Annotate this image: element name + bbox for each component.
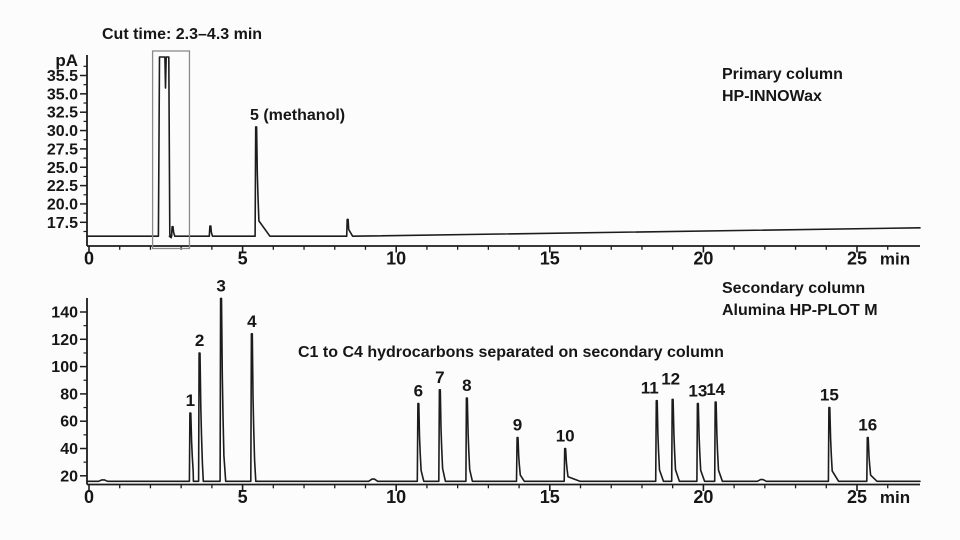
x-tick-label: 5 (238, 487, 248, 507)
x-axis-unit-min: min (880, 488, 910, 507)
peak-number-label: 6 (414, 381, 423, 400)
cut-time-window-box (151, 50, 191, 250)
y-axis-unit-pa: pA (55, 51, 78, 70)
x-tick-label: 20 (693, 249, 713, 269)
peak-number-label: 4 (247, 312, 257, 331)
peak-number-label: 1 (186, 391, 195, 410)
x-tick-label: 25 (847, 487, 867, 507)
cut-time-annotation: Cut time: 2.3–4.3 min (102, 26, 263, 43)
y-tick-label: 32.5 (47, 105, 78, 122)
peak-number-label: 9 (513, 416, 522, 435)
y-tick-label: 40 (60, 441, 78, 458)
y-tick-label: 20.0 (47, 196, 78, 213)
y-tick-label: 35.0 (47, 86, 78, 103)
secondary-trace (86, 297, 921, 483)
peak-number-label: 7 (435, 368, 444, 387)
peak-number-label: 12 (661, 369, 680, 388)
x-tick-label: 15 (540, 487, 560, 507)
y-tick-label: 120 (51, 332, 78, 349)
peak-number-label: 11 (641, 379, 659, 398)
hydrocarbons-annotation: C1 to C4 hydrocarbons separated on secon… (298, 344, 724, 361)
x-tick-label: 10 (386, 249, 406, 269)
peak-number-label: 14 (706, 380, 725, 399)
x-tick-label: 0 (84, 487, 94, 507)
y-tick-label: 17.5 (47, 215, 78, 232)
peak-number-label: 8 (462, 376, 471, 395)
y-tick-label: 100 (51, 359, 78, 376)
y-tick-label: 22.5 (47, 178, 78, 195)
peak-number-label: 10 (556, 427, 575, 446)
y-tick-label: 35.5 (47, 68, 78, 85)
primary-title-line2: HP-INNOWax (722, 88, 822, 105)
y-tick-label: 27.5 (47, 141, 78, 158)
peak-number-label: 16 (858, 416, 877, 435)
primary-panel: 35.535.0 32.530.027.5 25.022.520.0 17.5 0 5 10… (47, 50, 921, 269)
peak-number-label: 2 (195, 331, 204, 350)
primary-title-line1: Primary column (722, 66, 843, 83)
x-tick-label: 5 (238, 249, 248, 269)
secondary-column-title: Secondary column Alumina HP-PLOT M (722, 278, 878, 322)
x-axis-unit-min: min (880, 250, 910, 269)
y-tick-label: 25.0 (47, 160, 78, 177)
y-tick-label: 140 (51, 305, 78, 322)
methanol-peak-label: 5 (methanol) (250, 107, 346, 124)
peak-number-label: 15 (820, 386, 839, 405)
secondary-title-line1: Secondary column (722, 280, 866, 297)
y-tick-label: 30.0 (47, 123, 78, 140)
peak-number-label: 3 (216, 276, 225, 295)
y-tick-label: 60 (60, 414, 78, 431)
x-tick-label: 15 (540, 249, 560, 269)
x-tick-label: 0 (84, 249, 94, 269)
y-tick-label: 80 (60, 386, 78, 403)
x-tick-label: 10 (386, 487, 406, 507)
x-tick-label: 25 (847, 249, 867, 269)
peak-number-label: 13 (688, 381, 707, 400)
x-tick-label: 20 (693, 487, 713, 507)
y-tick-label: 20 (60, 468, 78, 485)
primary-column-title: Primary column HP-INNOWax (722, 64, 843, 108)
primary-trace (86, 56, 921, 239)
secondary-title-line2: Alumina HP-PLOT M (722, 302, 878, 319)
